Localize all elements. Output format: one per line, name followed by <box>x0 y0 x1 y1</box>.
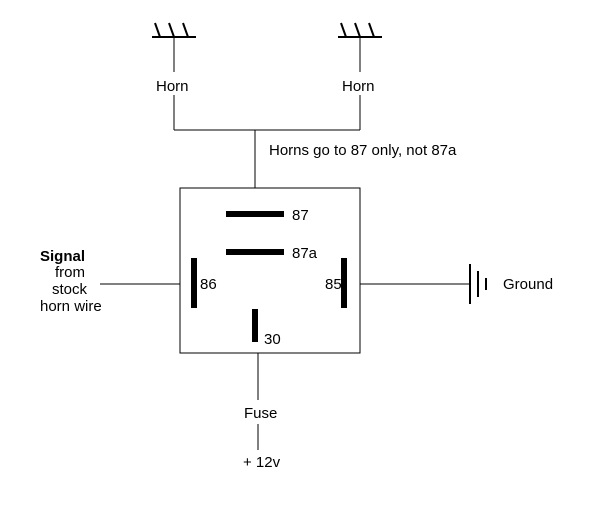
relay-pin-label-87: 87 <box>292 207 309 224</box>
label-signal-l4: horn wire <box>40 298 102 315</box>
ground-horn-right-prong <box>341 23 346 37</box>
label-horn-left: Horn <box>156 78 189 95</box>
relay-pin-label-87a: 87a <box>292 245 318 262</box>
ground-horn-right-prong <box>355 23 360 37</box>
label-note: Horns go to 87 only, not 87a <box>269 142 457 159</box>
label-12v: + 12v <box>243 454 281 471</box>
ground-horn-right-prong <box>369 23 374 37</box>
ground-horn-left-prong <box>183 23 188 37</box>
ground-horn-left-prong <box>169 23 174 37</box>
label-ground: Ground <box>503 276 553 293</box>
label-fuse: Fuse <box>244 405 277 422</box>
label-signal-title: Signal <box>40 248 85 265</box>
label-horn-right: Horn <box>342 78 375 95</box>
relay-pin-label-85: 85 <box>325 276 342 293</box>
relay-pin-label-86: 86 <box>200 276 217 293</box>
label-signal-l3: stock <box>52 281 88 298</box>
relay-pin-label-30: 30 <box>264 331 281 348</box>
label-signal-l2: from <box>55 264 85 281</box>
ground-horn-left-prong <box>155 23 160 37</box>
